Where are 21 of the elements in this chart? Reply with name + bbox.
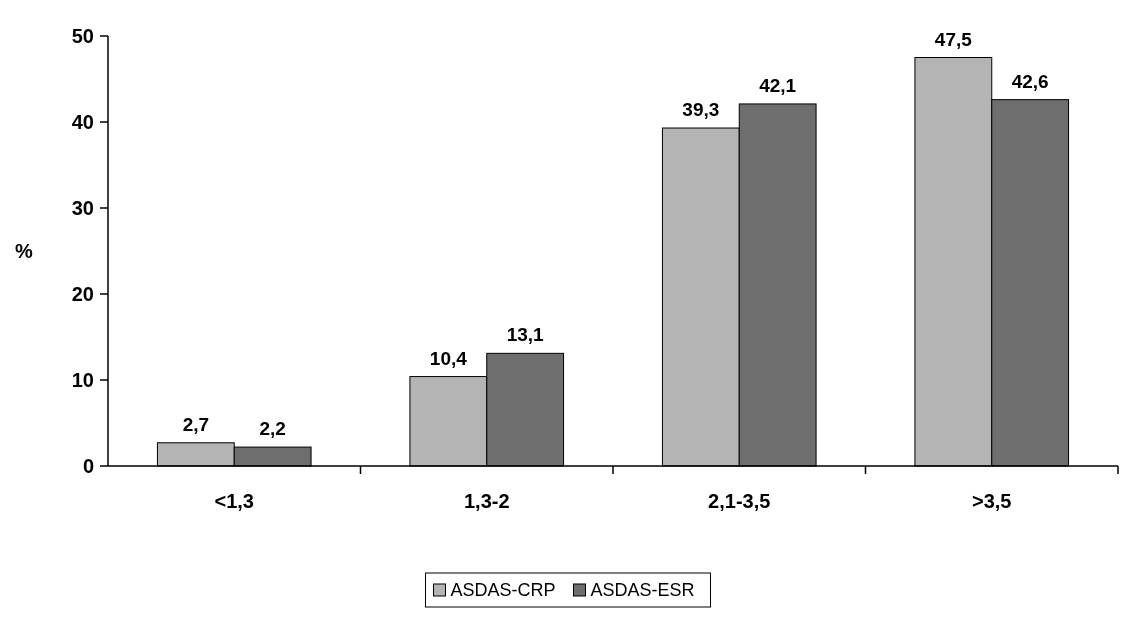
data-label: 10,4 (429, 347, 468, 369)
y-tick-label: 50 (71, 25, 94, 47)
legend-label: ASDAS-ESR (590, 580, 695, 601)
data-label: 42,1 (759, 74, 797, 96)
data-label: 2,7 (182, 413, 210, 435)
y-tick-label: 0 (82, 455, 94, 477)
legend-label: ASDAS-CRP (450, 580, 556, 601)
x-tick-label: 2,1-3,5 (708, 490, 771, 512)
x-tick-label: 1,3-2 (463, 490, 510, 512)
x-tick-label: >3,5 (972, 490, 1012, 512)
y-tick-label: 30 (71, 197, 94, 219)
data-label: 47,5 (934, 28, 973, 50)
y-tick-label: 20 (71, 283, 94, 305)
data-label: 42,6 (1011, 70, 1049, 92)
y-tick-label: 10 (71, 369, 94, 391)
data-label: 2,2 (259, 418, 286, 440)
y-tick-label: 40 (71, 111, 94, 133)
data-label: 13,1 (506, 324, 545, 346)
y-axis-title: % (15, 240, 34, 262)
x-tick-label: <1,3 (214, 490, 254, 512)
data-label: 39,3 (682, 99, 720, 121)
